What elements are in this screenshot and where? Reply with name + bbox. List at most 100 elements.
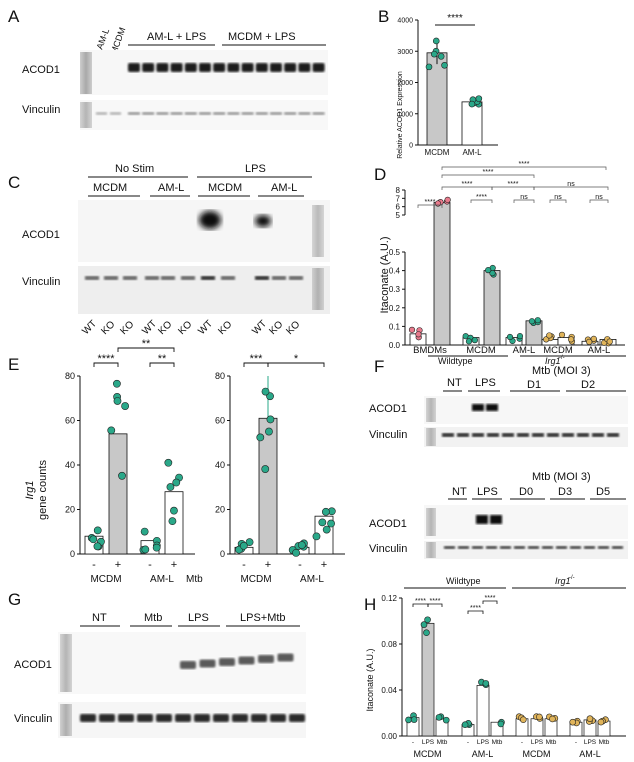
panel-e-sig-bracket [93, 362, 119, 367]
panel-f-bottom-band-vinculin [500, 546, 511, 549]
panel-f-bottom-band-vinculin [444, 546, 455, 549]
panel-d-ytick-label: 0.1 [389, 322, 401, 331]
panel-h-dot [482, 680, 490, 687]
panel-e-dot [327, 519, 335, 528]
panel-g-band-vinculin [194, 714, 210, 722]
panel-b-xlabel: AM-L [462, 148, 482, 157]
panel-c-band-vinculin [272, 276, 286, 280]
panel-f-top-ladder [426, 398, 436, 422]
panel-e-ytick-label: 80 [65, 371, 75, 381]
panel-c-ladder-1 [312, 205, 324, 257]
panel-f-top-band-vinculin [517, 433, 529, 437]
panel-a-group-aml-lps: AM-L + LPS [147, 31, 206, 43]
panel-f-bottom-band-vinculin [472, 546, 483, 549]
panel-e-xlabel: AM-L [150, 574, 174, 585]
panel-a-ladder-1 [80, 52, 92, 94]
panel-d-bar [433, 202, 451, 346]
panel-h-xsub: LPS [584, 739, 597, 746]
panel-f-bottom-band-vinculin [612, 546, 623, 549]
panel-d-dot [590, 335, 597, 342]
panel-d-sig-label: **** [462, 181, 473, 188]
panel-d-sig-label: **** [483, 169, 494, 176]
panel-d-xlabel: MCDM [466, 345, 496, 356]
panel-c-group-nostim: No Stim [115, 163, 154, 175]
panel-c-ladder-2 [312, 268, 324, 310]
panel-c-lane-label: KO [156, 319, 174, 337]
panel-e-dot [93, 542, 102, 551]
panel-f-bottom-band-vinculin [514, 546, 525, 549]
panel-h-group-ko-sup: -/- [569, 575, 575, 581]
panel-a-band-vinculin [284, 112, 297, 115]
panel-b-ylabel: Relative ACOD1 Expression [397, 71, 404, 159]
panel-e-ytick-label: 60 [65, 416, 75, 426]
panel-h-dot [423, 629, 430, 637]
panel-f-top-row-acod1: ACOD1 [369, 403, 407, 415]
panel-h-group-wt: Wildtype [446, 576, 481, 586]
panel-d-dot [465, 338, 473, 345]
panel-h-dot [586, 715, 594, 722]
panel-f-bottom-band-vinculin [598, 546, 609, 549]
panel-b-dot [475, 95, 483, 102]
panel-d-sig-bracket [513, 199, 535, 203]
panel-f-bottom-band-vinculin [486, 546, 497, 549]
panel-g-band-vinculin [118, 714, 134, 722]
panel-d-xlabel: BMDMs [413, 345, 447, 356]
panel-b-dot [468, 100, 476, 108]
panel-h-chart: 0.000.040.080.12- LPS Mtb - LPS Mtb - LPS Mtb - LP… [381, 594, 626, 759]
panel-e-ytick-label: 0 [220, 549, 225, 559]
panel-g-band-acod1 [199, 659, 216, 668]
panel-g-band-vinculin [137, 714, 153, 722]
panel-g-letter: G [8, 590, 21, 609]
panel-a-band-vinculin [110, 112, 121, 115]
panel-c-band-vinculin [145, 276, 159, 280]
panel-c-blot-acod1 [78, 200, 330, 262]
panel-d-dot [568, 336, 575, 343]
panel-e-sign: + [171, 559, 177, 571]
panel-e-xlabel: MCDM [90, 574, 121, 585]
panel-f-bottom-blot-acod1 [424, 505, 628, 539]
panel-d-group-wt: Wildtype [438, 356, 473, 366]
panel-d-sig-label: **** [519, 161, 530, 168]
panel-f-bottom-ladder-2 [426, 542, 436, 558]
panel-e-dot [164, 458, 173, 467]
panel-e-xlabel: MCDM [240, 574, 271, 585]
panel-h-sig-bracket [482, 600, 498, 604]
panel-f-top-nt: NT [447, 377, 462, 389]
panel-d-sig-label: ns [554, 194, 562, 201]
panel-c-row-vinculin: Vinculin [22, 276, 60, 288]
panel-a-band-acod1 [241, 63, 254, 72]
panel-f-top-row-vinculin: Vinculin [369, 429, 407, 441]
panel-d-ytick-label: 0.0 [389, 341, 401, 350]
panel-f-top-ladder-2 [426, 428, 436, 446]
panel-c-lane-label: WT [196, 318, 215, 337]
panel-e-dot [245, 538, 254, 547]
panel-d-sig-label: **** [508, 181, 519, 188]
panel-e-ytick-label: 20 [65, 505, 75, 515]
panel-e-xlabel: AM-L [300, 574, 324, 585]
panel-c-band-acod1 [255, 215, 271, 227]
panel-d-sig-label: ns [567, 181, 575, 188]
panel-f-bottom-d5: D5 [596, 486, 610, 498]
panel-h-xlabel: AM-L [579, 749, 601, 759]
panel-f-bottom-ladder [426, 508, 436, 536]
panel-e-letter: E [8, 355, 19, 374]
panel-a-blot-acod1 [80, 50, 328, 95]
panel-d-dot [558, 331, 566, 338]
panel-h-xlabel: AM-L [472, 749, 494, 759]
panel-d-sig-label: ns [520, 194, 528, 201]
panel-d-group-ko-sup: -/- [559, 355, 565, 361]
panel-g-band-acod1 [180, 661, 196, 669]
panel-g-band-vinculin [99, 714, 115, 722]
panel-f-bottom-band-acod1 [476, 515, 488, 524]
panel-g-group-lpsmtb: LPS+Mtb [240, 612, 286, 624]
panel-e-dot [168, 517, 177, 526]
panel-e-sig-label: * [294, 353, 299, 365]
panel-a-band-vinculin [199, 112, 211, 115]
panel-a-band-acod1 [199, 63, 211, 72]
panel-f-top-blot-acod1 [424, 396, 628, 424]
panel-g-ladder-1 [60, 634, 72, 692]
panel-f-bottom-lps: LPS [477, 486, 498, 498]
panel-d-xlabel: AM-L [513, 345, 536, 356]
panel-h-xsub: LPS [477, 739, 490, 746]
